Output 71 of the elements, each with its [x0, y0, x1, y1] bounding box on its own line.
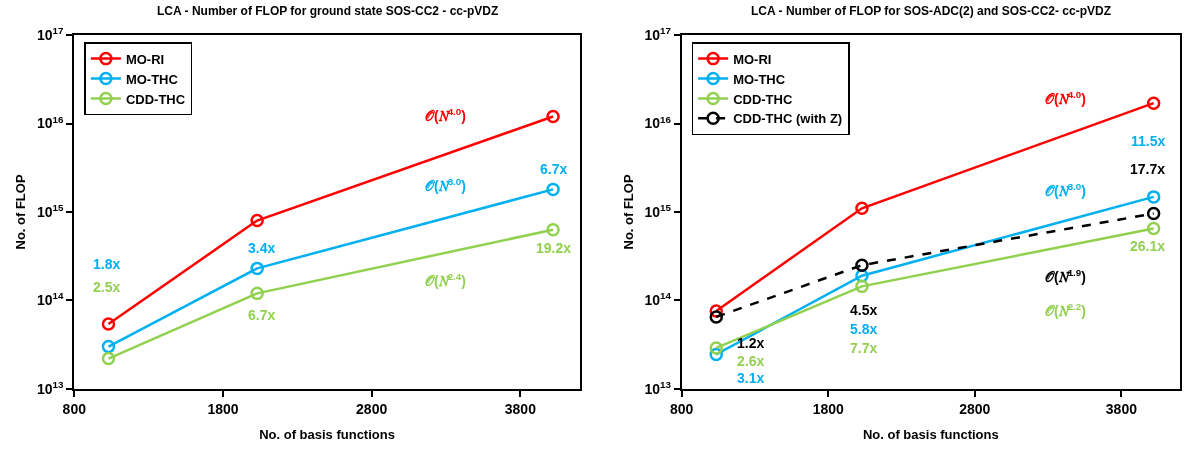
- legend-label: CDD-THC: [125, 91, 186, 107]
- point: [250, 286, 264, 301]
- y-tick-label: 10$^{17}$: [644, 25, 672, 43]
- annotation: 6.7x: [540, 161, 568, 177]
- chart-title: LCA - Number of FLOP for ground state SOS-CC2 - cc-pVDZ: [157, 4, 499, 18]
- x-tick-label: 3800: [1105, 400, 1138, 417]
- annotation: 𝒪(𝑁$^{4.0}$): [425, 106, 466, 124]
- y-tick-label: 10$^{15}$: [644, 201, 672, 220]
- annotation: 1.8x: [93, 256, 121, 272]
- legend-label: CDD-THC: [733, 91, 793, 107]
- annotation: 19.2x: [536, 240, 572, 256]
- annotation: 3.4x: [248, 240, 276, 256]
- point: [546, 222, 560, 237]
- point: [101, 339, 116, 354]
- annotation: 𝒪(𝑁$^{1.9}$): [1045, 267, 1086, 285]
- point: [1146, 221, 1161, 236]
- point: [546, 182, 560, 197]
- x-tick-label: 2800: [356, 400, 388, 417]
- annotation: 7.7x: [850, 340, 878, 356]
- legend-label: MO-THC: [733, 71, 786, 87]
- point: [1146, 206, 1161, 221]
- annotation: 11.5x: [1131, 133, 1166, 149]
- point: [855, 201, 869, 216]
- y-tick-label: 10$^{17}$: [36, 25, 65, 43]
- point: [855, 279, 869, 294]
- point: [101, 317, 116, 331]
- x-axis-title: No. of basis functions: [259, 426, 395, 442]
- point: [855, 258, 869, 272]
- legend-label: CDD-THC (with Z): [733, 111, 843, 127]
- chart-title: LCA - Number of FLOP for SOS-ADC(2) and SOS-CC2- cc-pVDZ: [751, 4, 1112, 18]
- point: [101, 351, 116, 366]
- legend-label: MO-RI: [733, 51, 772, 67]
- annotation: 𝒪(𝑁$^{3.0}$): [1045, 181, 1086, 199]
- point: [250, 261, 264, 276]
- y-tick-label: 10$^{14}$: [644, 290, 672, 309]
- annotation: 𝒪(𝑁$^{4.0}$): [1045, 89, 1086, 107]
- annotation: 6.7x: [248, 307, 276, 323]
- point: [709, 341, 723, 355]
- x-tick-label: 1800: [812, 400, 845, 417]
- y-tick-label: 10$^{13}$: [36, 378, 65, 397]
- annotation: 17.7x: [1130, 161, 1166, 177]
- annotation: 2.6x: [737, 353, 765, 369]
- annotation: 2.5x: [93, 279, 121, 295]
- annotation: 𝒪(𝑁$^{2.4}$): [425, 271, 466, 289]
- point: [1146, 96, 1161, 110]
- y-tick-label: 10$^{16}$: [36, 113, 65, 132]
- point: [709, 310, 723, 324]
- legend-label: MO-RI: [125, 51, 165, 67]
- x-tick-label: 1800: [207, 400, 239, 417]
- y-axis-title: No. of FLOP: [620, 174, 636, 250]
- x-axis-title: No. of basis functions: [862, 426, 999, 442]
- point: [1146, 190, 1161, 204]
- annotation: 𝒪(𝑁$^{3.0}$): [425, 176, 466, 194]
- point: [546, 109, 560, 124]
- y-tick-label: 10$^{16}$: [644, 113, 672, 132]
- y-axis-title: No. of FLOP: [13, 174, 29, 250]
- y-tick-label: 10$^{13}$: [644, 378, 672, 397]
- y-tick-label: 10$^{14}$: [36, 290, 65, 309]
- annotation: 𝒪(𝑁$^{2.2}$): [1045, 301, 1086, 319]
- x-tick-label: 2800: [959, 400, 991, 417]
- annotation: 4.5x: [850, 302, 878, 318]
- legend-label: MO-THC: [125, 71, 179, 87]
- annotation: 26.1x: [1130, 238, 1166, 254]
- x-tick-label: 800: [669, 400, 694, 417]
- annotation: 5.8x: [850, 321, 878, 337]
- y-tick-label: 10$^{15}$: [36, 201, 65, 220]
- x-tick-label: 800: [62, 400, 87, 417]
- annotation: 1.2x: [737, 335, 765, 351]
- annotation: 3.1x: [737, 370, 765, 386]
- point: [250, 213, 264, 228]
- x-tick-label: 3800: [504, 400, 537, 417]
